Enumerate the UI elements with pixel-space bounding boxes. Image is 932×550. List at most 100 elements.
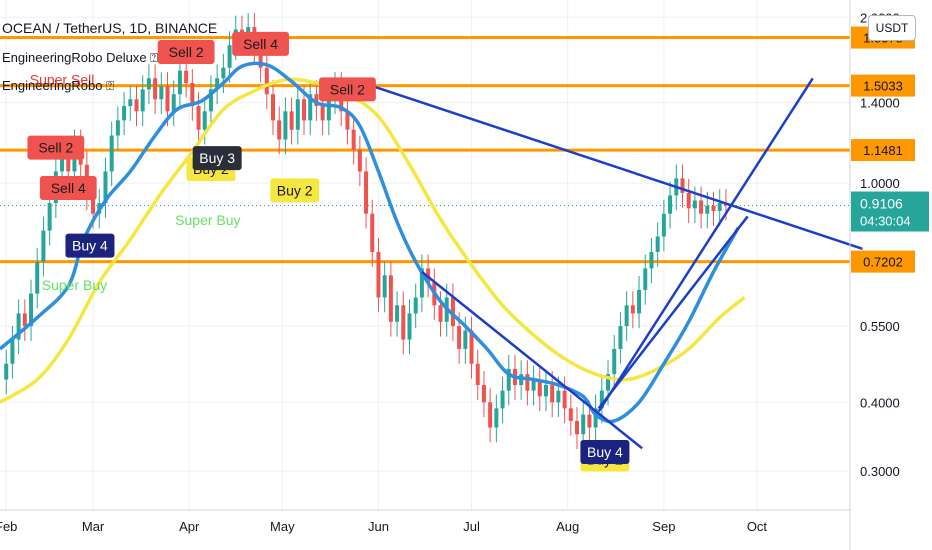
signal-box-8: [192, 146, 242, 171]
candle-body-110: [686, 192, 691, 209]
candle-body-31: [196, 106, 201, 130]
candle-body-104: [649, 251, 654, 269]
signal-box-5: [39, 175, 97, 200]
signal-label-2: Sell 4: [243, 36, 278, 52]
candle-body-86: [537, 379, 542, 397]
y-tick-label-1: 1.4000: [860, 96, 900, 111]
level-tag-bg-1: [851, 74, 915, 97]
candle-body-33: [208, 89, 213, 112]
candle-body-91: [568, 408, 573, 421]
candle-body-76: [475, 363, 480, 386]
candle-body-103: [643, 268, 648, 290]
y-tick-label-2: 1.0000: [860, 176, 900, 191]
indicator-legend-1[interactable]: EngineeringRobo Deluxe ⍰: [2, 50, 158, 65]
symbol-title[interactable]: OCEAN / TetherUS, 1D, BINANCE: [2, 20, 218, 36]
candle-body-14: [91, 195, 96, 214]
candle-body-96: [599, 390, 604, 409]
level-tag-bg-3: [851, 250, 915, 273]
candle-body-98: [612, 348, 617, 375]
level-tag-label-3: 0.7202: [863, 255, 903, 270]
indicator-legend-2[interactable]: EngineeringRobo ⍰: [2, 78, 114, 93]
candle-body-72: [450, 297, 455, 327]
last-price-tag-bg: [851, 191, 929, 232]
signal-label-11: Buy 4: [72, 238, 108, 254]
candle-body-100: [624, 305, 629, 327]
candle-body-61: [382, 275, 387, 298]
signal-box-6: [319, 77, 376, 102]
candle-body-9: [60, 156, 65, 172]
candle-body-101: [630, 305, 635, 314]
trendline-1: [421, 270, 643, 450]
candle-body-7: [47, 203, 52, 231]
candle-body-1: [10, 339, 15, 364]
signal-box-11: [65, 233, 115, 258]
candle-body-94: [587, 414, 592, 428]
candle-body-111: [692, 200, 697, 209]
candle-body-89: [556, 390, 561, 403]
candle-body-48: [302, 99, 307, 121]
signal-box-4: [27, 135, 85, 160]
candle-body-60: [376, 251, 381, 298]
candle-body-21: [134, 99, 139, 112]
signal-box-9: [270, 178, 320, 203]
signal-label-5: Sell 4: [51, 180, 86, 196]
signal-box-14: [580, 439, 630, 464]
candle-body-55: [345, 111, 350, 130]
candle-body-97: [606, 374, 611, 391]
y-tick-label-3: 0.5500: [860, 319, 900, 334]
trendline-0: [362, 81, 863, 250]
candle-body-114: [711, 205, 716, 211]
candle-body-22: [140, 89, 145, 112]
candle-body-79: [494, 408, 499, 428]
candle-body-109: [680, 178, 685, 193]
candle-body-28: [177, 70, 182, 95]
candle-body-74: [463, 330, 468, 349]
currency-unit-button[interactable]: USDT: [868, 15, 916, 41]
candle-body-115: [717, 203, 722, 211]
signal-text-3: Super Sell: [30, 72, 95, 88]
candle-body-36: [227, 45, 232, 68]
time-axis[interactable]: Feb Mar Apr May Jun Jul Aug Sep Oct: [0, 519, 767, 534]
candle-body-93: [581, 414, 586, 435]
candle-body-19: [122, 106, 127, 121]
trendlines: [362, 77, 863, 450]
candle-body-24: [153, 78, 158, 100]
candle-body-56: [351, 129, 356, 150]
candle-body-45: [283, 111, 288, 140]
y-tick-label-5: 0.3000: [860, 464, 900, 479]
candle-body-0: [4, 363, 9, 380]
candle-body-64: [401, 305, 406, 340]
candle-body-46: [289, 111, 294, 130]
candle-body-47: [295, 99, 300, 130]
candle-body-106: [661, 213, 666, 237]
candle-body-32: [202, 111, 207, 130]
candle-body-84: [525, 374, 530, 391]
candle-body-75: [469, 330, 474, 364]
last-price-countdown: 04:30:04: [860, 214, 911, 229]
signal-label-4: Sell 2: [38, 140, 73, 156]
x-tick-label-4: Jun: [368, 519, 389, 534]
x-tick-label-7: Sep: [652, 519, 675, 534]
candle-body-30: [190, 82, 195, 107]
candle-body-87: [543, 385, 548, 397]
candle-body-6: [41, 230, 46, 262]
x-tick-label-5: Jul: [463, 519, 480, 534]
candle-body-92: [575, 420, 580, 435]
x-tick-label-6: Aug: [556, 519, 579, 534]
x-tick-label-1: Mar: [82, 519, 105, 534]
signal-label-1: Sell 2: [169, 44, 204, 60]
candle-body-50: [314, 94, 319, 107]
candle-body-51: [320, 106, 325, 121]
horizontal-levels: [0, 36, 850, 264]
candle-body-16: [103, 171, 108, 204]
candle-body-78: [488, 402, 493, 428]
candle-body-4: [29, 293, 34, 327]
x-tick-label-8: Oct: [747, 519, 768, 534]
signal-box-2: [232, 31, 289, 56]
candle-body-85: [531, 379, 536, 391]
signal-label-14: Buy 4: [587, 444, 623, 460]
candle-body-25: [159, 86, 164, 100]
candle-body-77: [481, 385, 486, 403]
